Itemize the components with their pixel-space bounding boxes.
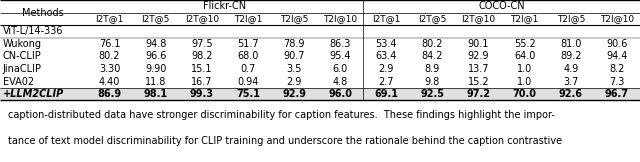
Text: 92.5: 92.5 bbox=[420, 89, 444, 99]
Text: 81.0: 81.0 bbox=[560, 39, 582, 49]
Text: COCO-CN: COCO-CN bbox=[478, 1, 525, 11]
Text: Methods: Methods bbox=[22, 8, 64, 17]
Text: 3.7: 3.7 bbox=[563, 77, 579, 87]
Text: I2T@10: I2T@10 bbox=[185, 14, 219, 23]
Text: T2I@10: T2I@10 bbox=[600, 14, 634, 23]
Text: 97.5: 97.5 bbox=[191, 39, 212, 49]
Text: 8.2: 8.2 bbox=[609, 64, 625, 74]
Text: 68.0: 68.0 bbox=[237, 52, 259, 62]
Text: caption-distributed data have stronger discriminability for caption features.  T: caption-distributed data have stronger d… bbox=[8, 110, 554, 120]
Text: 70.0: 70.0 bbox=[513, 89, 537, 99]
Text: 1.0: 1.0 bbox=[517, 77, 532, 87]
Text: ViT-L/14-336: ViT-L/14-336 bbox=[3, 26, 63, 36]
Text: 16.7: 16.7 bbox=[191, 77, 212, 87]
Text: 15.1: 15.1 bbox=[191, 64, 212, 74]
Text: 1.0: 1.0 bbox=[517, 64, 532, 74]
Text: 0.7: 0.7 bbox=[240, 64, 255, 74]
Text: 92.9: 92.9 bbox=[282, 89, 306, 99]
Text: 86.3: 86.3 bbox=[330, 39, 351, 49]
Text: 6.0: 6.0 bbox=[333, 64, 348, 74]
Text: 15.2: 15.2 bbox=[468, 77, 490, 87]
Text: 3.30: 3.30 bbox=[99, 64, 120, 74]
Text: tance of text model discriminability for CLIP training and underscore the ration: tance of text model discriminability for… bbox=[8, 136, 562, 146]
Text: 64.0: 64.0 bbox=[514, 52, 536, 62]
Text: 11.8: 11.8 bbox=[145, 77, 166, 87]
Text: 78.9: 78.9 bbox=[284, 39, 305, 49]
Text: 96.7: 96.7 bbox=[605, 89, 629, 99]
Text: 94.8: 94.8 bbox=[145, 39, 166, 49]
Text: I2T@5: I2T@5 bbox=[141, 14, 170, 23]
Text: T2I@5: T2I@5 bbox=[557, 14, 585, 23]
Text: 96.0: 96.0 bbox=[328, 89, 352, 99]
Text: I2T@1: I2T@1 bbox=[372, 14, 401, 23]
Text: 2.9: 2.9 bbox=[286, 77, 301, 87]
Text: EVA02: EVA02 bbox=[3, 77, 34, 87]
Text: 0.94: 0.94 bbox=[237, 77, 259, 87]
Text: CN-CLIP: CN-CLIP bbox=[3, 52, 42, 62]
Text: 90.7: 90.7 bbox=[284, 52, 305, 62]
Text: 7.3: 7.3 bbox=[609, 77, 625, 87]
Text: 9.90: 9.90 bbox=[145, 64, 166, 74]
Text: I2T@1: I2T@1 bbox=[95, 14, 124, 23]
Text: I2T@5: I2T@5 bbox=[419, 14, 447, 23]
Text: 90.6: 90.6 bbox=[606, 39, 628, 49]
Text: I2T@10: I2T@10 bbox=[461, 14, 495, 23]
Text: 2.9: 2.9 bbox=[379, 64, 394, 74]
Text: 96.6: 96.6 bbox=[145, 52, 166, 62]
Text: 92.6: 92.6 bbox=[559, 89, 583, 99]
Text: 69.1: 69.1 bbox=[374, 89, 398, 99]
Text: T2I@1: T2I@1 bbox=[511, 14, 539, 23]
Text: 4.8: 4.8 bbox=[333, 77, 348, 87]
Text: 4.40: 4.40 bbox=[99, 77, 120, 87]
Text: 13.7: 13.7 bbox=[468, 64, 490, 74]
Text: 98.2: 98.2 bbox=[191, 52, 212, 62]
Text: 63.4: 63.4 bbox=[376, 52, 397, 62]
Text: 95.4: 95.4 bbox=[330, 52, 351, 62]
Text: T2I@1: T2I@1 bbox=[234, 14, 262, 23]
Text: 98.1: 98.1 bbox=[143, 89, 168, 99]
Bar bbox=[0, 88, 640, 100]
Text: 4.9: 4.9 bbox=[563, 64, 579, 74]
Text: 9.8: 9.8 bbox=[425, 77, 440, 87]
Text: 8.9: 8.9 bbox=[425, 64, 440, 74]
Text: Flickr-CN: Flickr-CN bbox=[204, 1, 246, 11]
Text: 80.2: 80.2 bbox=[422, 39, 443, 49]
Text: 3.5: 3.5 bbox=[286, 64, 301, 74]
Text: 97.2: 97.2 bbox=[467, 89, 490, 99]
Text: Wukong: Wukong bbox=[3, 39, 42, 49]
Text: 2.7: 2.7 bbox=[378, 77, 394, 87]
Text: 76.1: 76.1 bbox=[99, 39, 120, 49]
Text: JinaCLIP: JinaCLIP bbox=[3, 64, 42, 74]
Text: 86.9: 86.9 bbox=[97, 89, 122, 99]
Text: 94.4: 94.4 bbox=[606, 52, 628, 62]
Text: 53.4: 53.4 bbox=[376, 39, 397, 49]
Text: 92.9: 92.9 bbox=[468, 52, 490, 62]
Text: T2I@5: T2I@5 bbox=[280, 14, 308, 23]
Text: T2I@10: T2I@10 bbox=[323, 14, 357, 23]
Text: 89.2: 89.2 bbox=[560, 52, 582, 62]
Text: 80.2: 80.2 bbox=[99, 52, 120, 62]
Text: +LLM2CLIP: +LLM2CLIP bbox=[3, 89, 64, 99]
Text: 75.1: 75.1 bbox=[236, 89, 260, 99]
Text: 90.1: 90.1 bbox=[468, 39, 489, 49]
Text: 84.2: 84.2 bbox=[422, 52, 443, 62]
Text: 55.2: 55.2 bbox=[514, 39, 536, 49]
Text: 51.7: 51.7 bbox=[237, 39, 259, 49]
Text: 99.3: 99.3 bbox=[190, 89, 214, 99]
